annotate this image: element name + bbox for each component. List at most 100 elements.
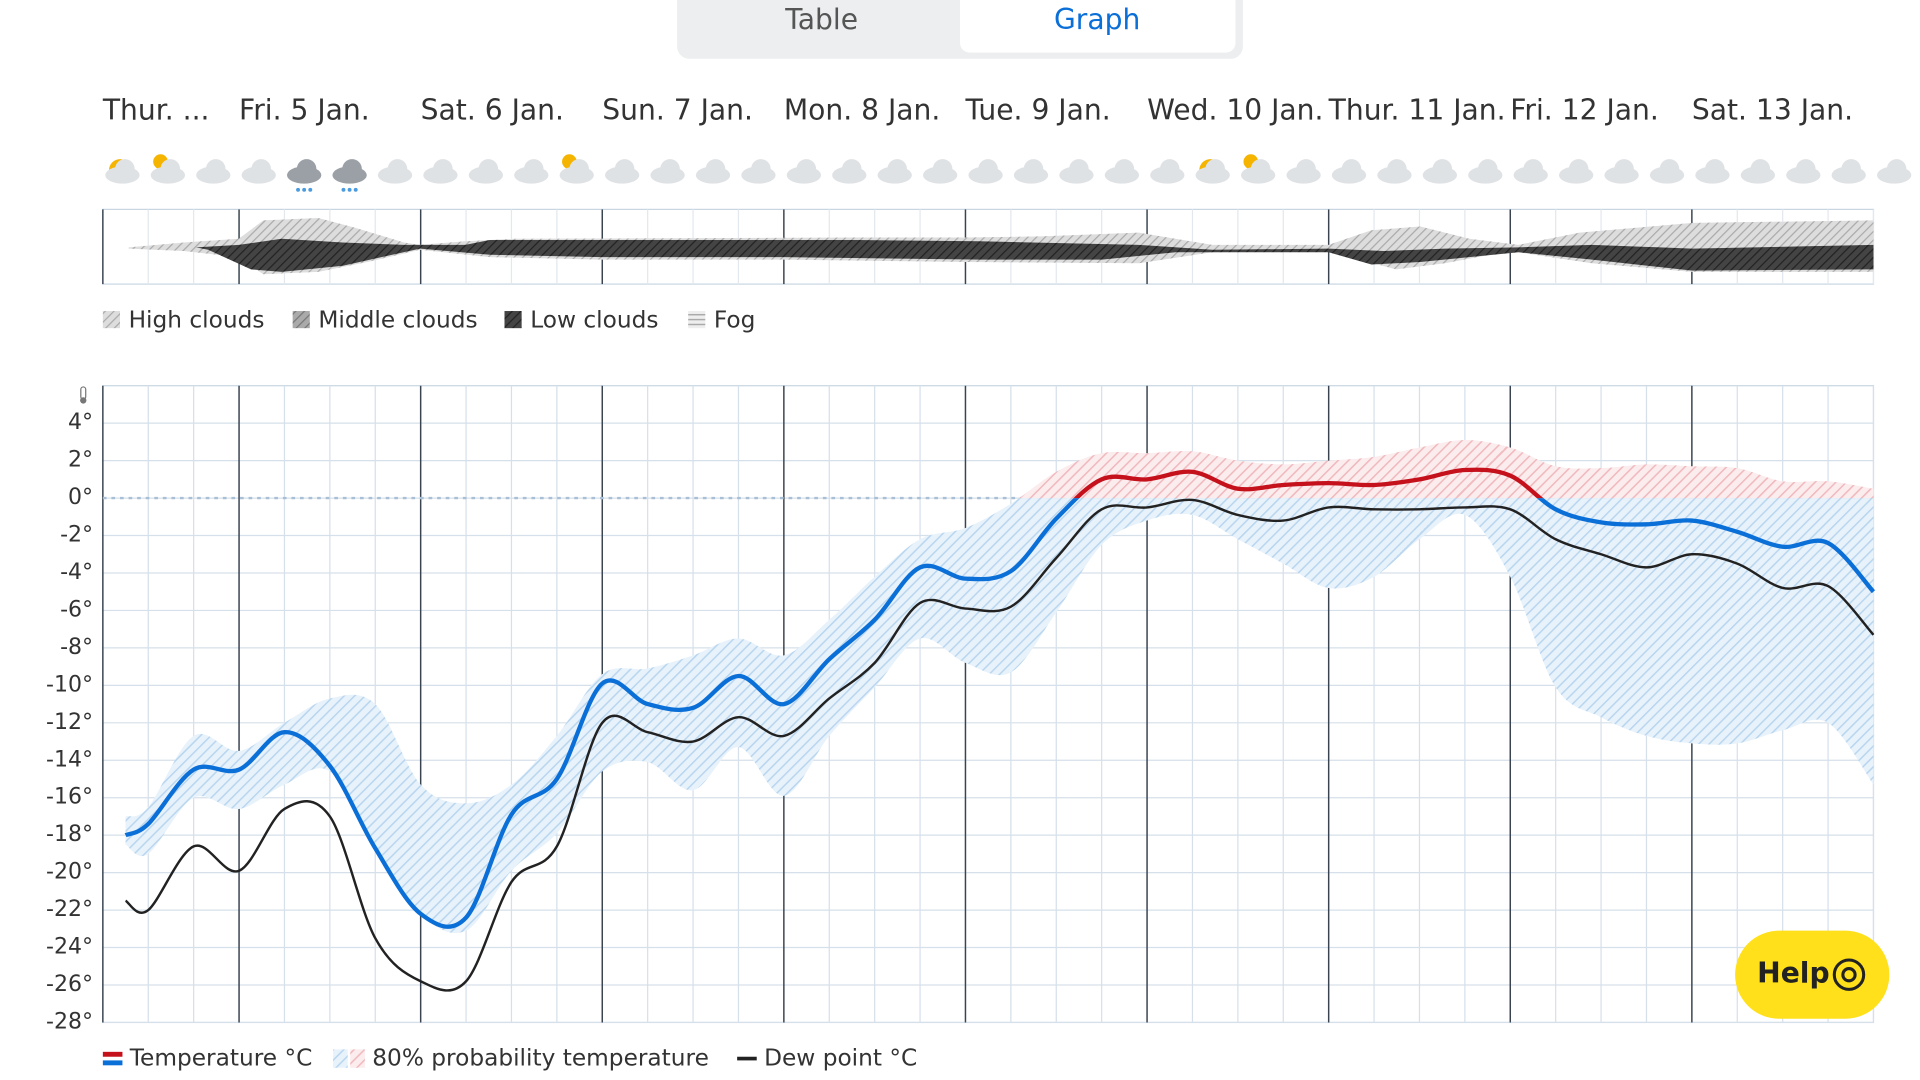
cloud: [705, 159, 726, 179]
snow: [353, 187, 358, 192]
cloud: [1250, 159, 1271, 179]
y-tick-label: -6°: [60, 597, 93, 622]
cloud: [1477, 159, 1498, 179]
snow: [308, 187, 313, 192]
legend-swatch: [350, 1049, 365, 1068]
day-label: Wed. 10 Jan.: [1147, 93, 1323, 126]
legend-swatch: [504, 311, 522, 329]
low-clouds-area: [195, 238, 1874, 272]
legend-swatch: [737, 1056, 757, 1061]
cloud: [160, 159, 181, 179]
snow: [341, 187, 346, 192]
help-label[interactable]: Help: [1757, 957, 1829, 990]
probability-band-above-zero: [1019, 440, 1874, 499]
y-tick-label: -20°: [46, 860, 93, 885]
cloud: [205, 159, 226, 179]
cloud: [796, 159, 817, 179]
tab-table[interactable]: Table: [784, 3, 858, 36]
plot: 4° 2° 0° -2° -4° -6° -8° -10° -12° -14° -16° -18° -2…: [46, 385, 1876, 1034]
day-label: Thur. 11 Jan.: [1328, 93, 1506, 126]
cloud: [1750, 159, 1771, 179]
snow: [302, 187, 307, 192]
legend-label: Low clouds: [530, 306, 658, 333]
cloud: [1205, 159, 1225, 179]
day-label: Fri. 12 Jan.: [1510, 93, 1659, 126]
legend-swatch: [102, 1060, 123, 1066]
legend-label: Temperature °C: [129, 1045, 313, 1072]
cloud: [1387, 159, 1407, 179]
snow: [296, 187, 300, 192]
series-line: [124, 498, 1875, 992]
cloud: [1523, 159, 1543, 179]
cloud: [1432, 159, 1453, 179]
weather-icons: [105, 154, 1912, 192]
legend-swatch: [333, 1049, 348, 1068]
day-label: Thur. ...: [102, 93, 210, 126]
cloud: [1614, 159, 1634, 179]
cloud: [1296, 159, 1316, 179]
cloud: [887, 159, 907, 179]
legend-label: Middle clouds: [318, 306, 477, 333]
day-label: Sat. 6 Jan.: [421, 93, 564, 126]
y-tick-label: -8°: [60, 635, 93, 660]
y-tick-label: 2°: [68, 448, 93, 473]
cloud: [523, 159, 544, 179]
snow: [347, 187, 352, 192]
cloud: [569, 159, 589, 179]
cloud: [1341, 159, 1362, 179]
legend-swatch: [688, 311, 706, 329]
cloud: [296, 159, 317, 179]
series-line: [124, 498, 1876, 929]
cloud: [1705, 159, 1725, 179]
y-tick-label: 0°: [68, 485, 93, 510]
cloud: [1023, 159, 1044, 179]
legend-label: High clouds: [129, 306, 265, 333]
cloud: [478, 159, 499, 179]
y-tick-label: -14°: [46, 747, 93, 772]
cloud: [1069, 159, 1089, 179]
legend-swatch: [292, 311, 310, 329]
cloud: [978, 159, 998, 179]
cloud: [1659, 159, 1680, 179]
cloud: [342, 159, 362, 179]
cloud: [1841, 159, 1861, 179]
cloud: [841, 159, 862, 179]
cloud: [932, 159, 953, 179]
tab-graph[interactable]: Graph: [1054, 3, 1140, 36]
y-tick-label: -12°: [46, 710, 93, 735]
active-tab[interactable]: [960, 0, 1236, 53]
cloud: [660, 159, 680, 179]
cloud-legend: High clouds Middle clouds Low clouds Fog: [102, 306, 756, 333]
y-tick-label: -18°: [46, 822, 93, 847]
cloud: [1568, 159, 1589, 179]
cloud: [751, 159, 771, 179]
day-label: Mon. 8 Jan.: [784, 93, 940, 126]
cloud: [1159, 159, 1180, 179]
y-tick-label: -4°: [60, 560, 93, 585]
legend-label: Fog: [714, 306, 756, 333]
y-tick-label: -24°: [46, 935, 93, 960]
probability-band: [125, 498, 1874, 934]
cloud: [1886, 159, 1907, 179]
legend-swatch: [102, 311, 120, 329]
cloud: [251, 159, 271, 179]
day-label: Tue. 9 Jan.: [964, 93, 1110, 126]
cloud: [1114, 159, 1135, 179]
y-tick-label: -28°: [46, 1009, 93, 1034]
legend-swatch: [102, 1051, 123, 1057]
y-tick-label: -10°: [46, 672, 93, 697]
thermometer-icon: [80, 386, 87, 404]
y-tick-label: 4°: [68, 410, 93, 435]
help-button[interactable]: Help: [1735, 930, 1890, 1019]
cloud: [1795, 159, 1816, 179]
cloud: [387, 159, 408, 179]
cloud: [115, 159, 135, 179]
day-label: Sat. 13 Jan.: [1692, 93, 1853, 126]
legend-label: 80% probability temperature: [372, 1045, 709, 1072]
y-tick-label: -26°: [46, 972, 93, 997]
y-tick-label: -22°: [46, 897, 93, 922]
cloud: [433, 159, 453, 179]
legend-label: Dew point °C: [764, 1045, 917, 1072]
